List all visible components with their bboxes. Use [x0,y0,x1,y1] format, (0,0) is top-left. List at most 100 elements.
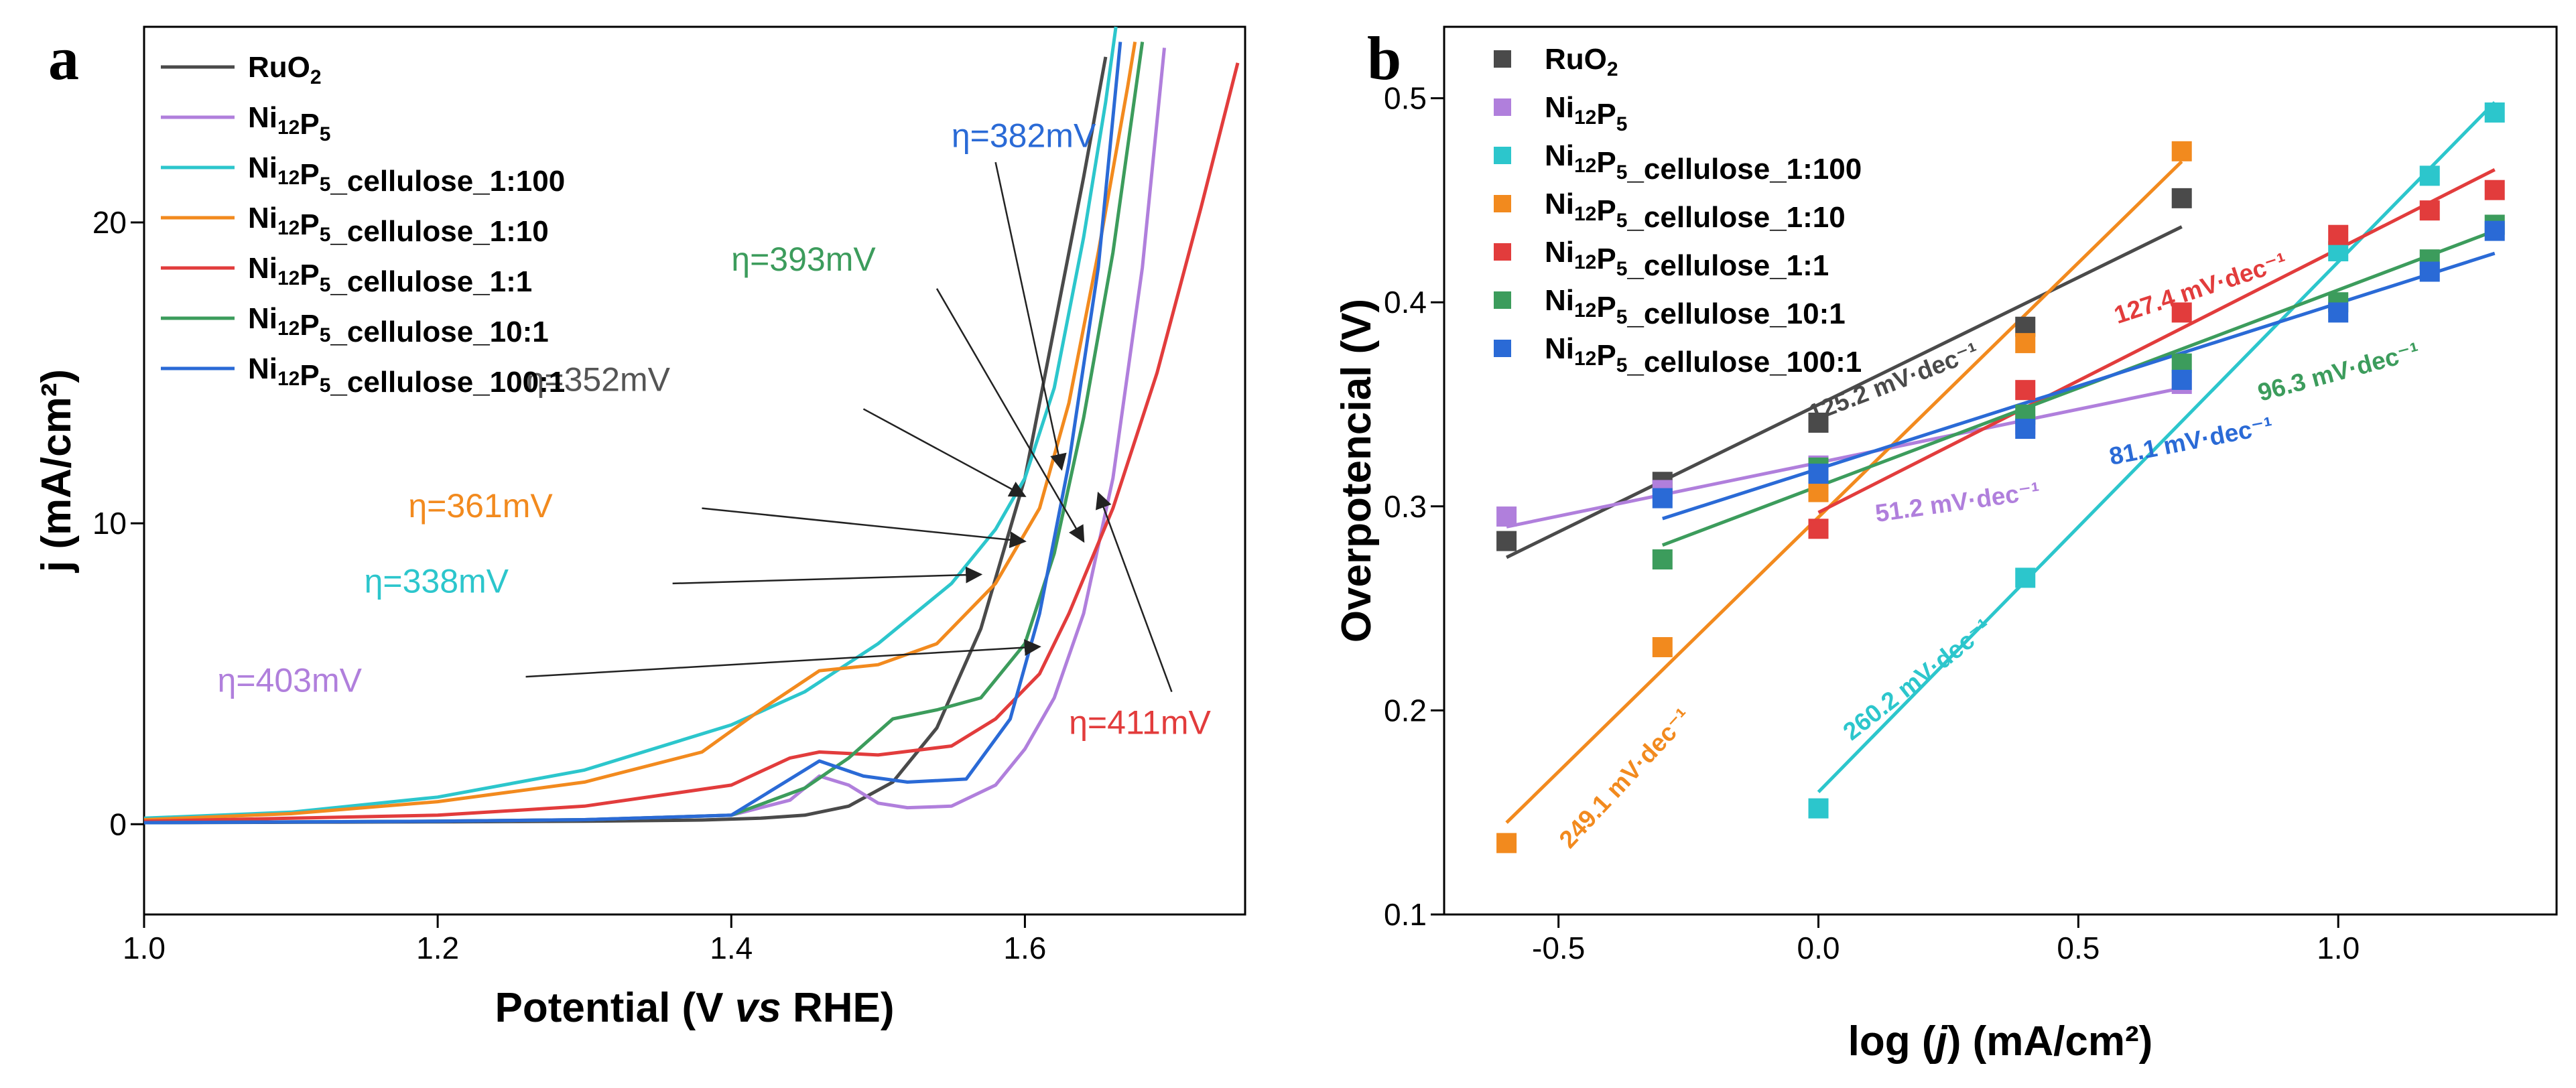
legend-entry-label: Ni12P5_cellulose_10:1 [1545,284,1846,330]
legend-entry-label: Ni12P5_cellulose_100:1 [248,352,565,399]
legend-entry-label: Ni12P5 [1545,91,1627,135]
data-point [2171,302,2192,323]
data-point [2015,567,2036,588]
series-line [143,26,1118,820]
y-axis-title: j (mA/cm²) [34,369,80,573]
x-tick-label: 1.0 [123,931,166,965]
x-tick-label: 1.0 [2317,931,2360,965]
data-point [2171,188,2192,208]
annotation-arrow [994,161,1067,471]
overpotential-label: η=352mV [526,360,671,398]
tafel-slope-label: 249.1 mV·dec⁻¹ [1554,703,1697,853]
legend-entry-label: Ni12P5_cellulose_1:1 [1545,236,1829,282]
legend-entry-label: Ni12P5_cellulose_1:1 [248,252,532,298]
y-tick-label: 0.2 [1384,693,1427,728]
series-line [143,42,1145,825]
series-line [143,42,1137,821]
data-point [1652,488,1673,508]
data-point [2484,220,2505,241]
overpotential-label: η=382mV [952,117,1096,155]
legend-marker-swatch [1494,50,1511,68]
data-point [2419,165,2440,186]
legend-marker-swatch [1494,195,1511,212]
fit-line [1817,100,2496,793]
legend-entry-label: Ni12P5_cellulose_1:100 [248,151,565,198]
overpotential-label: η=403mV [218,662,363,699]
data-point [1496,506,1517,527]
plot-frame [1443,25,2558,916]
legend-marker-swatch [1494,291,1511,309]
x-axis-title-part: Potential (V [495,985,734,1031]
overpotential-label: η=411mV [1069,704,1211,742]
data-point [2015,333,2036,354]
overpotential-label: η=361mV [408,487,553,525]
x-tick-label: 1.4 [710,931,753,965]
series-line [143,48,1166,825]
x-tick-label: 0.0 [1797,931,1840,965]
fit-line [1506,386,2183,529]
y-tick-label: 0.3 [1384,489,1427,524]
data-point [1808,519,1829,539]
y-tick-label: 0.4 [1384,285,1427,320]
annotation-arrow [702,507,1027,549]
x-tick-label: 1.2 [416,931,459,965]
x-axis-title-part: ) (mA/cm²) [1947,1018,2153,1065]
data-point [1808,798,1829,819]
overpotential-label: η=338mV [365,562,509,600]
series-line [143,42,1122,825]
annotation-arrow [1096,491,1173,693]
data-point [1808,464,1829,484]
fit-line [1661,229,2496,547]
x-axis-title-part: log ( [1848,1018,1936,1065]
data-point [1652,636,1673,657]
fit-line [1505,160,2183,824]
x-axis-title-part: RHE) [781,985,895,1031]
data-point [2328,302,2349,323]
x-axis-title: log (j) (mA/cm²) [1848,1018,2153,1065]
panel-b-label: b [1367,24,1401,92]
data-point [1808,412,1829,433]
x-axis-title: Potential (V vs RHE) [495,985,894,1031]
plot-frame [143,25,1246,916]
data-point [2171,369,2192,390]
legend-marker-swatch [1494,340,1511,357]
chart-a: 1.0 1.2 1.4 1.6 0 10 20 η=382mV η=393mV η=352mV η=… [34,25,1246,1031]
x-tick-label: 1.6 [1003,931,1046,965]
x-tick-label: -0.5 [1532,931,1585,965]
y-tick-label: 20 [92,205,127,240]
legend-entry-label: Ni12P5_cellulose_1:100 [1545,139,1862,186]
annotation-arrow [672,566,983,585]
legend-entry-label: Ni12P5_cellulose_1:10 [1545,188,1846,234]
tafel-slope-label: 96.3 mV·dec⁻¹ [2255,337,2423,407]
legend-entry-label: Ni12P5_cellulose_1:10 [248,202,549,248]
x-axis-title-part: vs [735,985,781,1031]
series-line [143,62,1240,823]
legend-entry-label: Ni12P5_cellulose_10:1 [248,302,549,348]
legend-entry-label: Ni12P5 [248,101,330,145]
tafel-slope-label: 51.2 mV·dec⁻¹ [1874,477,2042,527]
fit-line [1817,167,2496,515]
data-point [1808,482,1829,502]
y-tick-label: 10 [92,506,127,541]
x-tick-label: 0.5 [2057,931,2100,965]
series-line [143,56,1108,825]
y-axis-title: Overpotencial (V) [1334,299,1380,642]
legend-entry-label: RuO2 [248,51,322,88]
annotation-arrow [862,408,1027,497]
data-point [2015,380,2036,401]
data-point [1652,549,1673,569]
data-point [2419,261,2440,282]
overpotential-label: η=393mV [731,241,876,278]
legend-entry-label: RuO2 [1545,43,1618,80]
y-tick-label: 0.5 [1384,81,1427,116]
data-point [2328,224,2349,245]
legend-marker-swatch [1494,147,1511,164]
data-point [2015,419,2036,439]
legend-entry-label: Ni12P5_cellulose_100:1 [1545,332,1862,379]
y-tick-label: 0.1 [1384,897,1427,932]
panel-a-label: a [48,24,79,92]
legend-marker-swatch [1494,243,1511,261]
y-tick-label: 0 [109,807,127,841]
